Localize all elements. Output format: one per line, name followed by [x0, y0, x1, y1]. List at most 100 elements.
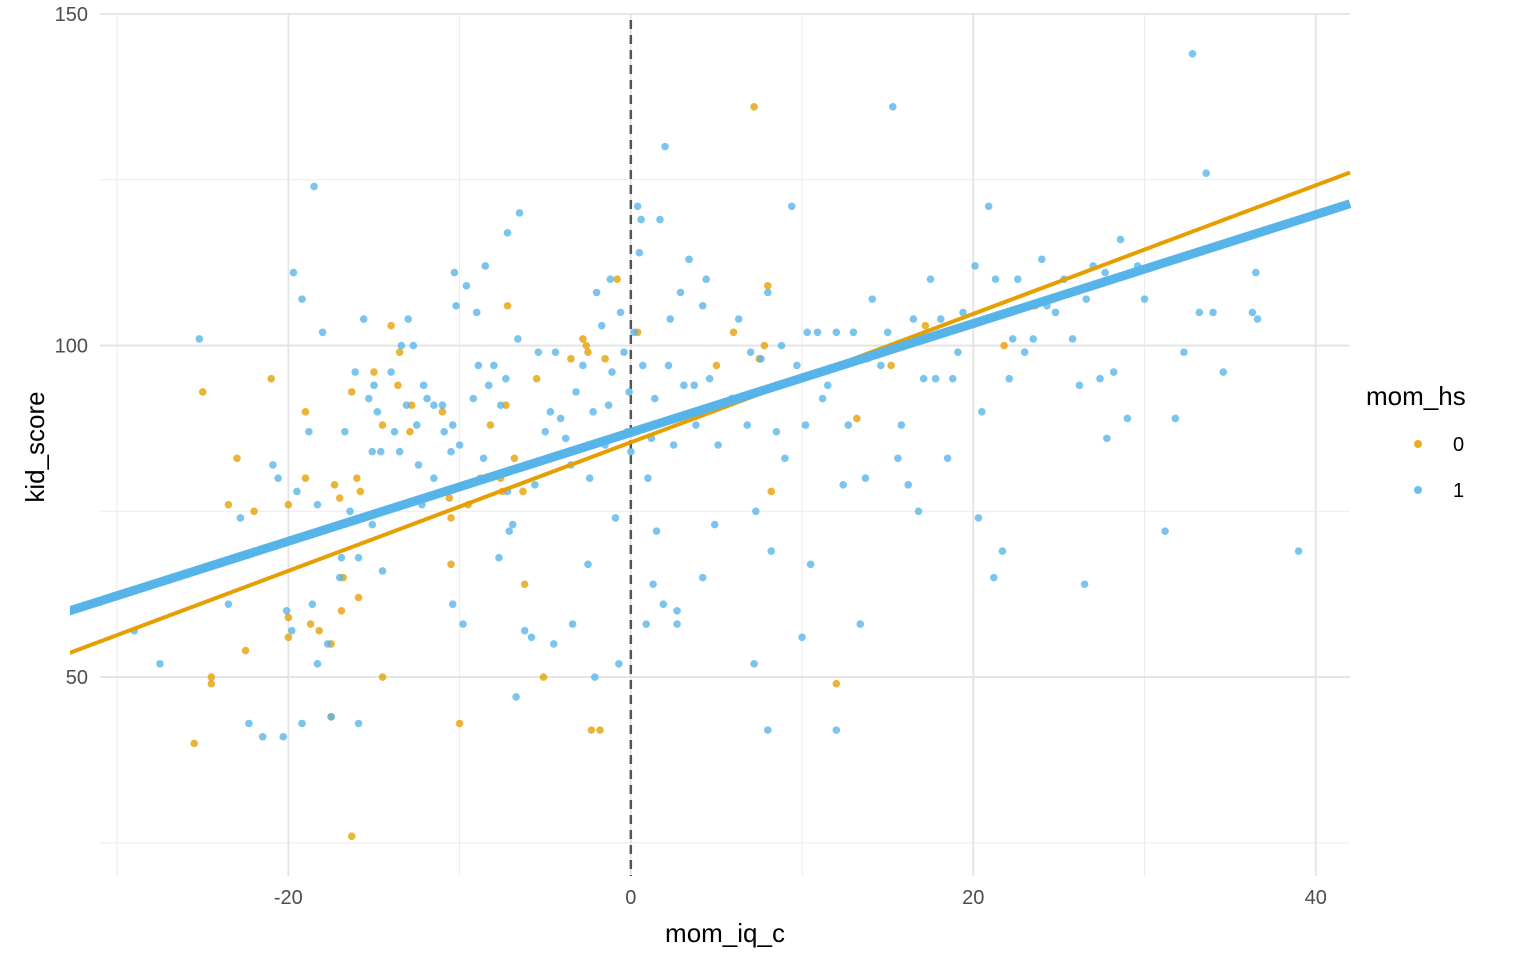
- data-point-mom-hs-0: [712, 361, 721, 370]
- data-point-mom-hs-1: [327, 713, 335, 721]
- data-point-mom-hs-1: [649, 580, 657, 589]
- data-point-mom-hs-1: [823, 381, 832, 390]
- data-point-mom-hs-1: [620, 348, 628, 356]
- data-point-mom-hs-0: [337, 606, 346, 615]
- data-point-mom-hs-1: [1029, 335, 1038, 343]
- data-point-mom-hs-1: [948, 374, 957, 383]
- data-point-mom-hs-1: [423, 394, 431, 403]
- data-point-mom-hs-0: [455, 719, 464, 728]
- data-point-mom-hs-1: [746, 348, 755, 356]
- data-point-mom-hs-1: [1252, 268, 1260, 277]
- data-point-mom-hs-1: [1103, 434, 1111, 443]
- data-point-mom-hs-1: [637, 215, 645, 224]
- data-point-mom-hs-1: [305, 427, 313, 436]
- data-point-mom-hs-1: [274, 474, 282, 482]
- data-point-mom-hs-1: [698, 573, 707, 582]
- data-point-mom-hs-1: [430, 401, 438, 410]
- data-point-mom-hs-1: [676, 288, 685, 297]
- data-point-mom-hs-1: [298, 719, 306, 728]
- data-point-mom-hs-1: [639, 361, 647, 370]
- data-point-mom-hs-0: [486, 421, 495, 429]
- data-point-mom-hs-0: [394, 381, 402, 390]
- data-point-mom-hs-1: [635, 248, 644, 257]
- data-point-mom-hs-1: [644, 474, 652, 482]
- data-point-mom-hs-0: [853, 414, 861, 423]
- data-point-mom-hs-0: [354, 593, 363, 602]
- data-point-mom-hs-1: [832, 328, 841, 337]
- data-point-mom-hs-0: [438, 408, 447, 416]
- data-point-mom-hs-1: [931, 374, 940, 383]
- data-point-mom-hs-1: [798, 633, 806, 642]
- data-point-mom-hs-1: [508, 520, 517, 529]
- data-point-mom-hs-1: [579, 361, 587, 370]
- data-point-mom-hs-1: [479, 454, 488, 463]
- data-point-mom-hs-1: [813, 328, 822, 337]
- data-point-mom-hs-0: [447, 560, 455, 569]
- data-point-mom-hs-1: [633, 202, 642, 211]
- data-point-mom-hs-1: [541, 427, 550, 436]
- legend: mom_hs 01: [1366, 381, 1466, 502]
- data-point-mom-hs-0: [767, 487, 776, 496]
- data-point-mom-hs-0: [729, 328, 738, 337]
- data-point-mom-hs-1: [897, 421, 906, 429]
- data-point-mom-hs-1: [608, 368, 616, 376]
- data-point-mom-hs-0: [315, 626, 323, 635]
- data-point-mom-hs-1: [409, 341, 418, 350]
- data-point-mom-hs-1: [402, 401, 411, 410]
- fit-line-mom-hs-0: [70, 170, 1351, 655]
- data-point-mom-hs-0: [378, 673, 387, 681]
- data-point-mom-hs-1: [313, 500, 322, 509]
- data-point-mom-hs-1: [627, 447, 635, 456]
- data-point-mom-hs-1: [368, 447, 377, 456]
- data-point-mom-hs-1: [656, 215, 664, 224]
- data-point-mom-hs-1: [512, 693, 520, 701]
- data-point-mom-hs-1: [414, 461, 423, 469]
- data-point-mom-hs-0: [190, 739, 198, 748]
- data-point-mom-hs-1: [974, 514, 983, 522]
- data-point-mom-hs-1: [370, 381, 378, 390]
- data-point-mom-hs-1: [502, 374, 510, 383]
- data-point-mom-hs-1: [447, 447, 455, 456]
- data-point-mom-hs-1: [998, 547, 1007, 555]
- legend-key-0: [1414, 440, 1422, 448]
- data-point-mom-hs-0: [503, 301, 512, 310]
- data-point-mom-hs-1: [308, 600, 317, 608]
- data-point-mom-hs-1: [373, 408, 382, 416]
- data-point-mom-hs-1: [459, 620, 467, 628]
- fit-lines-layer: [70, 170, 1352, 655]
- data-point-mom-hs-1: [625, 388, 633, 396]
- data-point-mom-hs-1: [652, 527, 661, 535]
- data-point-mom-hs-1: [224, 600, 233, 608]
- data-point-mom-hs-1: [615, 660, 623, 668]
- data-point-mom-hs-0: [250, 507, 258, 516]
- data-point-mom-hs-0: [378, 421, 387, 429]
- data-point-mom-hs-1: [337, 553, 346, 562]
- data-point-mom-hs-1: [978, 408, 986, 416]
- data-point-mom-hs-0: [582, 341, 591, 350]
- data-point-mom-hs-0: [406, 427, 414, 436]
- data-point-mom-hs-1: [1101, 268, 1109, 277]
- data-point-mom-hs-1: [368, 520, 377, 529]
- data-point-mom-hs-1: [787, 202, 796, 211]
- data-point-mom-hs-1: [673, 606, 681, 615]
- data-point-mom-hs-1: [659, 600, 668, 608]
- data-point-mom-hs-0: [596, 726, 604, 734]
- data-point-mom-hs-0: [579, 335, 587, 343]
- data-point-mom-hs-1: [861, 474, 870, 482]
- data-point-mom-hs-1: [448, 421, 457, 429]
- legend-entries: 01: [1414, 434, 1464, 502]
- data-point-mom-hs-0: [284, 500, 293, 509]
- legend-key-1: [1414, 486, 1422, 494]
- data-point-mom-hs-1: [1294, 547, 1303, 555]
- data-point-mom-hs-1: [1188, 49, 1197, 58]
- data-point-mom-hs-1: [630, 328, 639, 337]
- data-point-mom-hs-1: [279, 732, 288, 741]
- fit-line-mom-hs-1: [70, 199, 1352, 616]
- data-point-mom-hs-1: [710, 520, 719, 529]
- data-point-mom-hs-1: [1161, 527, 1169, 535]
- data-point-mom-hs-1: [743, 421, 752, 429]
- data-point-mom-hs-0: [207, 673, 216, 681]
- data-point-mom-hs-1: [889, 103, 897, 111]
- data-point-mom-hs-1: [673, 620, 681, 628]
- data-point-mom-hs-1: [318, 328, 327, 337]
